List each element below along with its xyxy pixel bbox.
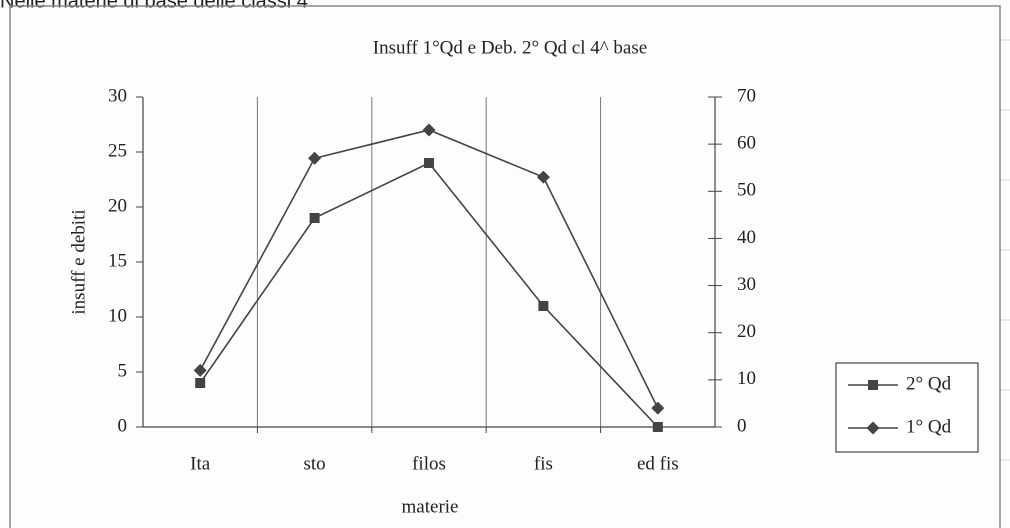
y-tick-label: 0 [118,415,128,436]
legend-label: 2° Qd [906,373,952,394]
x-tick-label: fis [534,453,553,474]
y-axis-label: insuff e debiti [68,209,89,314]
marker [538,301,549,311]
y2-tick-label: 20 [737,321,756,342]
legend-box [835,362,979,453]
chart-title: Insuff 1°Qd e Deb. 2° Qd cl 4^ base [373,37,647,58]
marker [651,401,665,415]
legend-label: 1° Qd [906,416,952,437]
marker [309,213,320,223]
y-tick-label: 30 [108,85,127,106]
y2-tick-label: 10 [737,368,756,389]
x-tick-label: filos [412,453,446,474]
x-tick-label: Ita [190,453,211,474]
y-tick-label: 10 [108,305,127,326]
marker [424,158,434,168]
marker [193,363,207,377]
y2-tick-label: 50 [737,180,756,201]
y-tick-label: 20 [108,195,127,216]
marker [308,151,322,165]
x-tick-label: ed fis [637,453,679,474]
marker [866,421,880,435]
marker [652,422,663,432]
y-tick-label: 15 [108,250,127,271]
y2-tick-label: 70 [737,85,756,106]
x-axis-label: materie [402,496,459,517]
x-tick-label: sto [304,453,326,474]
marker [422,123,436,137]
marker [868,380,878,390]
y-tick-label: 5 [118,360,128,381]
y2-tick-label: 60 [737,133,756,154]
y2-tick-label: 0 [737,415,747,436]
y2-tick-label: 30 [737,274,756,295]
y-tick-label: 25 [108,140,127,161]
chart-frame [9,5,1001,528]
marker [195,378,206,388]
marker [536,170,550,184]
y2-tick-label: 40 [737,227,756,248]
sheet-grid [1000,39,1010,461]
